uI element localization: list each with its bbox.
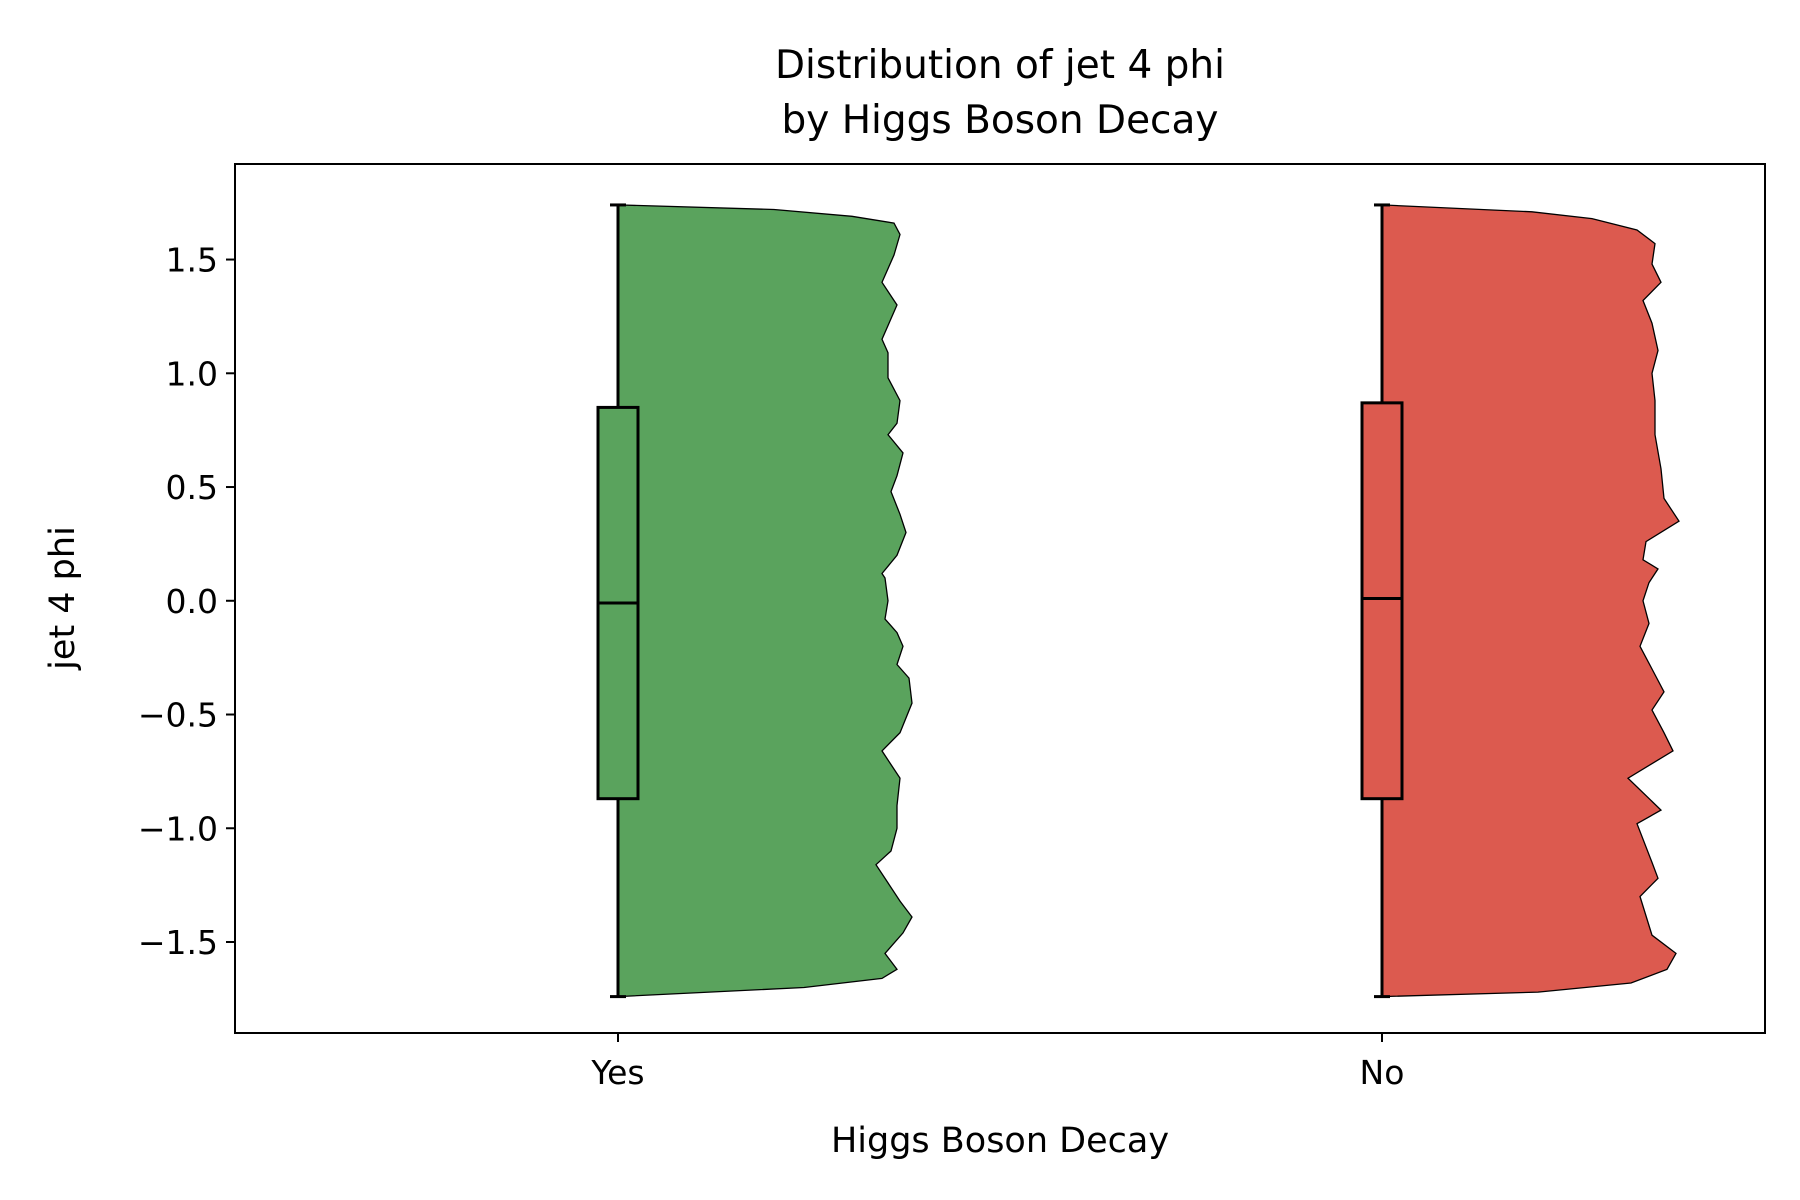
x-axis: Yes No xyxy=(590,1033,1404,1092)
y-tick-label: 0.0 xyxy=(166,582,218,621)
violin-group-yes xyxy=(596,203,913,999)
chart-title: Distribution of jet 4 phi by Higgs Boson… xyxy=(775,43,1225,143)
plot-area xyxy=(596,203,1680,999)
y-tick-label: 0.5 xyxy=(166,468,218,507)
chart-title-line-2: by Higgs Boson Decay xyxy=(782,98,1219,143)
x-tick-label: Yes xyxy=(590,1053,644,1092)
x-axis-label: Higgs Boson Decay xyxy=(831,1121,1169,1161)
violin-yes xyxy=(617,204,913,998)
y-tick-label: 1.0 xyxy=(166,354,218,393)
x-tick-label: No xyxy=(1360,1053,1405,1092)
y-tick-label: 1.5 xyxy=(166,241,218,280)
violin-group-no xyxy=(1360,203,1680,999)
plot-frame xyxy=(234,163,1766,1034)
chart-title-line-1: Distribution of jet 4 phi xyxy=(775,43,1225,88)
violin-no xyxy=(1381,204,1680,998)
y-tick-label: −1.0 xyxy=(138,809,218,848)
y-tick-label: −1.5 xyxy=(138,923,218,962)
y-axis: 1.5 1.0 0.5 0.0 −0.5 −1.0 −1.5 xyxy=(138,241,235,962)
y-axis-label: jet 4 phi xyxy=(43,526,83,671)
y-tick-label: −0.5 xyxy=(138,696,218,735)
box-no xyxy=(1360,401,1404,801)
